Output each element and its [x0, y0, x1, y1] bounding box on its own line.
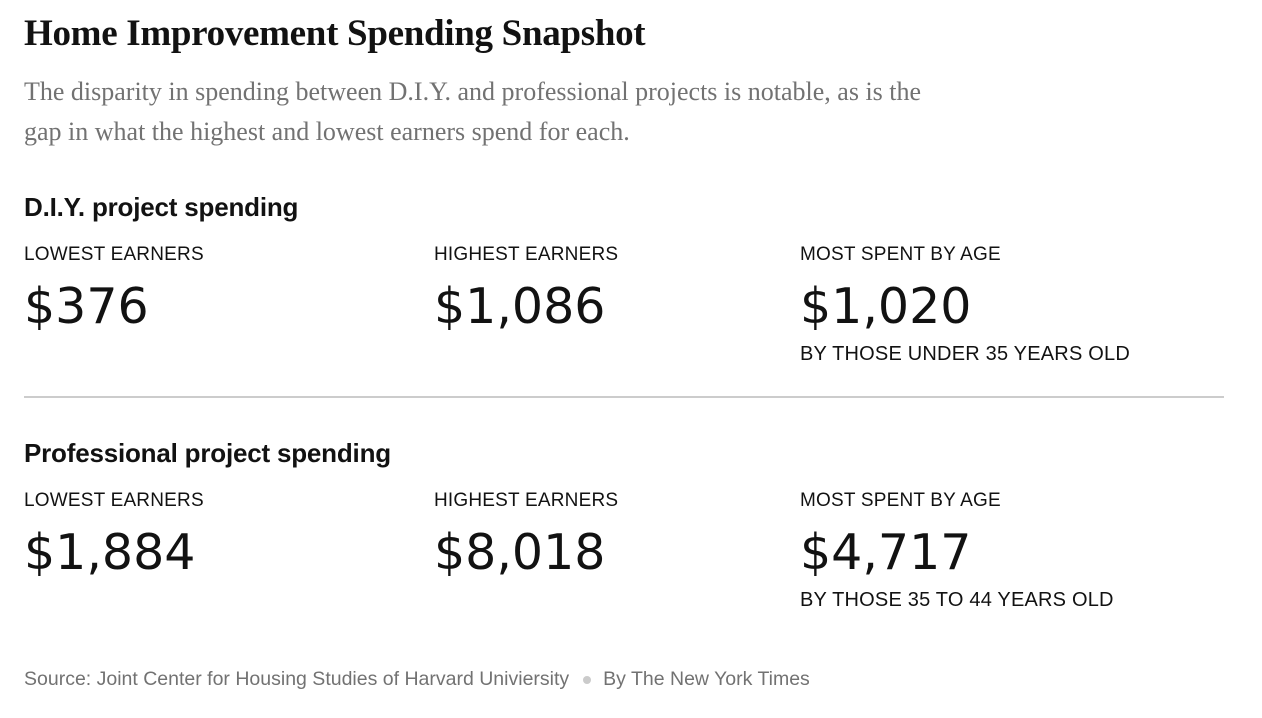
stat-label: MOST SPENT BY AGE: [800, 490, 1001, 511]
stat-label: MOST SPENT BY AGE: [800, 244, 1001, 265]
stat-label: LOWEST EARNERS: [24, 244, 204, 265]
stat-value: $1,086: [434, 278, 606, 335]
stat-value: $4,717: [800, 524, 972, 581]
dot-separator-icon: [583, 675, 592, 684]
stat-label: LOWEST EARNERS: [24, 490, 204, 511]
stat-value: $1,020: [800, 278, 972, 335]
stat-diy-highest-earners: HIGHEST EARNERS $1,086: [434, 244, 800, 366]
stat-diy-most-spent-by-age: MOST SPENT BY AGE $1,020 BY THOSE UNDER …: [800, 244, 1224, 366]
stat-caption: BY THOSE 35 TO 44 YEARS OLD: [800, 589, 1114, 611]
page-title: Home Improvement Spending Snapshot: [24, 13, 646, 54]
page-subtitle: The disparity in spending between D.I.Y.…: [24, 72, 1224, 152]
section-divider: [24, 396, 1224, 398]
subtitle-line-1: The disparity in spending between D.I.Y.…: [24, 77, 922, 106]
stat-caption: BY THOSE UNDER 35 YEARS OLD: [800, 343, 1130, 365]
section-heading-professional: Professional project spending: [24, 438, 391, 468]
stat-value: $376: [24, 278, 149, 335]
section-professional-spending: Professional project spending LOWEST EAR…: [24, 438, 1224, 612]
byline-text: By The New York Times: [603, 668, 810, 690]
stat-pro-highest-earners: HIGHEST EARNERS $8,018: [434, 490, 800, 612]
stat-label: HIGHEST EARNERS: [434, 490, 619, 511]
stat-value: $8,018: [434, 524, 606, 581]
source-line: Source: Joint Center for Housing Studies…: [24, 668, 1224, 691]
stats-row: LOWEST EARNERS $1,884 HIGHEST EARNERS $8…: [24, 490, 1224, 612]
stat-pro-most-spent-by-age: MOST SPENT BY AGE $4,717 BY THOSE 35 TO …: [800, 490, 1224, 612]
section-heading-diy: D.I.Y. project spending: [24, 192, 299, 222]
stat-label: HIGHEST EARNERS: [434, 244, 619, 265]
source-text: Source: Joint Center for Housing Studies…: [24, 668, 570, 690]
subtitle-line-2: gap in what the highest and lowest earne…: [24, 117, 630, 146]
stat-value: $1,884: [24, 524, 196, 581]
stat-diy-lowest-earners: LOWEST EARNERS $376: [24, 244, 434, 366]
stats-row: LOWEST EARNERS $376 HIGHEST EARNERS $1,0…: [24, 244, 1224, 366]
infographic: Home Improvement Spending Snapshot The d…: [24, 13, 1224, 691]
stat-pro-lowest-earners: LOWEST EARNERS $1,884: [24, 490, 434, 612]
section-diy-spending: D.I.Y. project spending LOWEST EARNERS $…: [24, 192, 1224, 366]
